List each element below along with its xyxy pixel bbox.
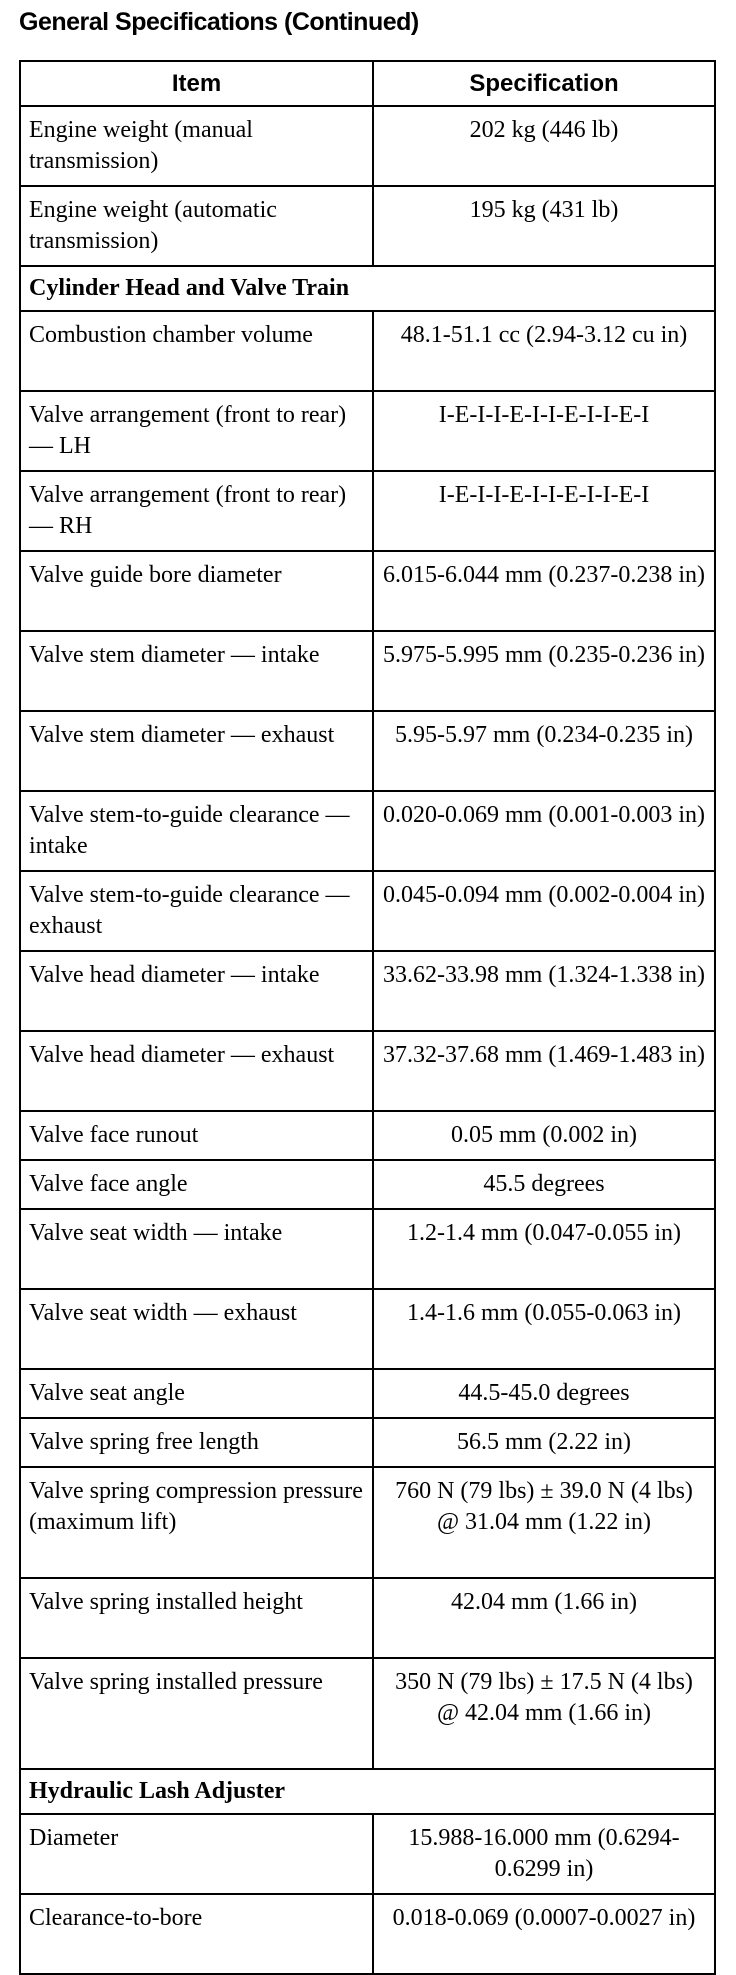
specification-cell: 6.015-6.044 mm (0.237-0.238 in) [372,550,716,632]
section-heading: Hydraulic Lash Adjuster [19,1768,716,1815]
table-row: Valve spring compression pressure (maxim… [19,1466,716,1579]
table-row: Engine weight (automatic transmission) 19… [19,185,716,267]
item-cell: Engine weight (automatic transmission) [19,185,374,267]
table-row: Valve head diameter — intake 33.62-33.98 … [19,950,716,1032]
specification-cell: 350 N (79 lbs) ± 17.5 N (4 lbs) @ 42.04 … [372,1657,716,1770]
specification-cell: 44.5-45.0 degrees [372,1368,716,1419]
item-cell: Engine weight (manual transmission) [19,105,374,187]
table-row: Valve face runout 0.05 mm (0.002 in) [19,1110,716,1161]
item-cell: Valve head diameter — intake [19,950,374,1032]
specification-cell: 42.04 mm (1.66 in) [372,1577,716,1659]
specification-cell: 37.32-37.68 mm (1.469-1.483 in) [372,1030,716,1112]
table-row: Valve stem-to-guide clearance — exhaust 0… [19,870,716,952]
column-header-item: Item [19,60,374,107]
table-row: Valve spring free length 56.5 mm (2.22 in… [19,1417,716,1468]
item-cell: Valve seat width — intake [19,1208,374,1290]
item-cell: Combustion chamber volume [19,310,374,392]
item-cell: Valve guide bore diameter [19,550,374,632]
table-header-row: Item Specification [19,60,716,107]
item-cell: Valve face angle [19,1159,374,1210]
specification-cell: 45.5 degrees [372,1159,716,1210]
specification-cell: I-E-I-I-E-I-I-E-I-I-E-I [372,470,716,552]
item-cell: Valve head diameter — exhaust [19,1030,374,1112]
table-row: Diameter 15.988-16.000 mm (0.6294-0.6299 … [19,1813,716,1895]
item-cell: Valve stem-to-guide clearance — exhaust [19,870,374,952]
table-row: Valve arrangement (front to rear) — LH I-… [19,390,716,472]
column-header-specification: Specification [372,60,716,107]
item-cell: Valve stem-to-guide clearance — intake [19,790,374,872]
section-row: Hydraulic Lash Adjuster [19,1768,716,1815]
specification-cell: 1.2-1.4 mm (0.047-0.055 in) [372,1208,716,1290]
item-cell: Valve spring installed pressure [19,1657,374,1770]
specification-cell: 760 N (79 lbs) ± 39.0 N (4 lbs) @ 31.04 … [372,1466,716,1579]
specification-cell: 0.020-0.069 mm (0.001-0.003 in) [372,790,716,872]
specification-cell: 56.5 mm (2.22 in) [372,1417,716,1468]
specification-cell: I-E-I-I-E-I-I-E-I-I-E-I [372,390,716,472]
section-heading: Cylinder Head and Valve Train [19,265,716,312]
item-cell: Valve spring compression pressure (maxim… [19,1466,374,1579]
item-cell: Valve seat angle [19,1368,374,1419]
table-row: Clearance-to-bore 0.018-0.069 (0.0007-0.0… [19,1893,716,1975]
table-row: Valve stem diameter — intake 5.975-5.995 … [19,630,716,712]
item-cell: Valve spring free length [19,1417,374,1468]
item-cell: Valve arrangement (front to rear) — RH [19,470,374,552]
item-cell: Valve stem diameter — intake [19,630,374,712]
specification-cell: 1.4-1.6 mm (0.055-0.063 in) [372,1288,716,1370]
table-row: Valve seat width — exhaust 1.4-1.6 mm (0.… [19,1288,716,1370]
specification-cell: 5.95-5.97 mm (0.234-0.235 in) [372,710,716,792]
specifications-table: Item Specification Engine weight (manual… [19,60,716,1975]
specification-cell: 195 kg (431 lb) [372,185,716,267]
table-row: Engine weight (manual transmission) 202 k… [19,105,716,187]
table-row: Valve stem diameter — exhaust 5.95-5.97 m… [19,710,716,792]
table-row: Valve face angle 45.5 degrees [19,1159,716,1210]
item-cell: Valve arrangement (front to rear) — LH [19,390,374,472]
table-row: Valve head diameter — exhaust 37.32-37.68… [19,1030,716,1112]
item-cell: Valve face runout [19,1110,374,1161]
item-cell: Valve stem diameter — exhaust [19,710,374,792]
table-row: Valve arrangement (front to rear) — RH I-… [19,470,716,552]
specification-cell: 15.988-16.000 mm (0.6294-0.6299 in) [372,1813,716,1895]
table-row: Valve seat width — intake 1.2-1.4 mm (0.0… [19,1208,716,1290]
table-row: Combustion chamber volume 48.1-51.1 cc (2… [19,310,716,392]
specification-cell: 33.62-33.98 mm (1.324-1.338 in) [372,950,716,1032]
item-cell: Valve spring installed height [19,1577,374,1659]
item-cell: Valve seat width — exhaust [19,1288,374,1370]
item-cell: Diameter [19,1813,374,1895]
table-row: Valve guide bore diameter 6.015-6.044 mm … [19,550,716,632]
specification-cell: 0.018-0.069 (0.0007-0.0027 in) [372,1893,716,1975]
specification-cell: 0.05 mm (0.002 in) [372,1110,716,1161]
section-row: Cylinder Head and Valve Train [19,265,716,312]
page-title: General Specifications (Continued) [19,8,419,36]
table-row: Valve spring installed pressure 350 N (79… [19,1657,716,1770]
item-cell: Clearance-to-bore [19,1893,374,1975]
specification-cell: 202 kg (446 lb) [372,105,716,187]
specification-cell: 48.1-51.1 cc (2.94-3.12 cu in) [372,310,716,392]
table-body: Engine weight (manual transmission) 202 k… [19,105,716,1975]
table-row: Valve spring installed height 42.04 mm (1… [19,1577,716,1659]
specification-cell: 5.975-5.995 mm (0.235-0.236 in) [372,630,716,712]
specification-cell: 0.045-0.094 mm (0.002-0.004 in) [372,870,716,952]
table-row: Valve seat angle 44.5-45.0 degrees [19,1368,716,1419]
table-row: Valve stem-to-guide clearance — intake 0.… [19,790,716,872]
